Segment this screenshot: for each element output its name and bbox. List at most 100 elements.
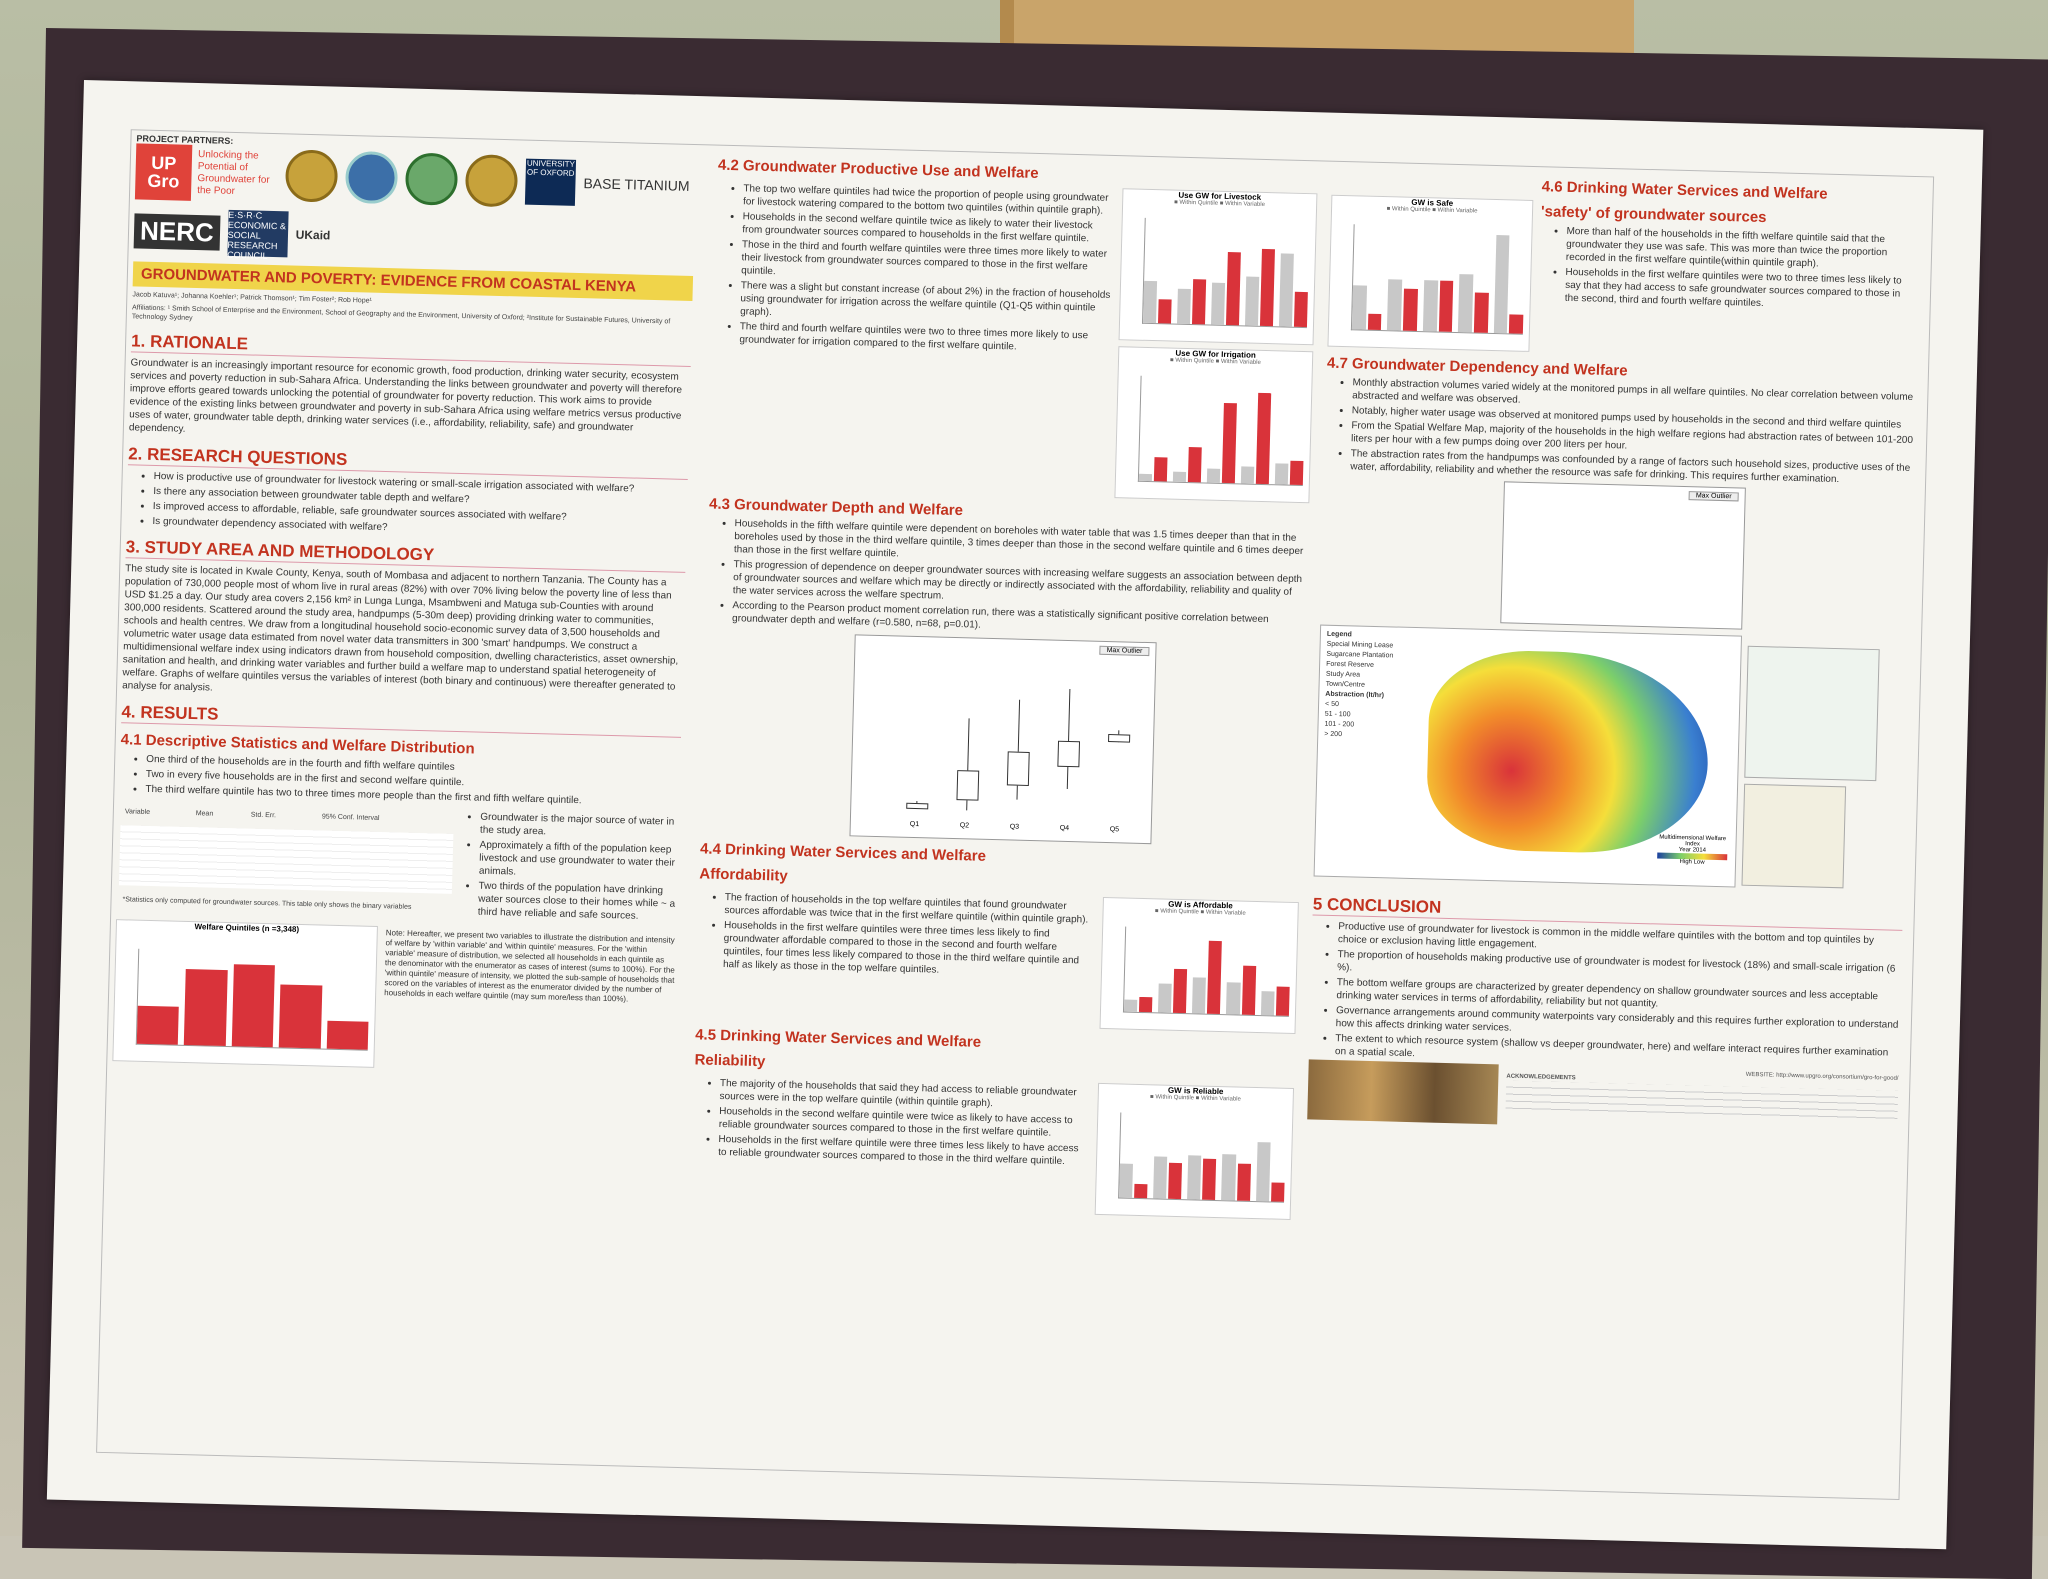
bar-group (1210, 220, 1242, 326)
list-item: Groundwater is the major source of water… (480, 811, 679, 842)
max-outlier-legend: Max Outlier (1688, 491, 1739, 502)
bar-group (1278, 221, 1310, 328)
bar-group (1458, 227, 1490, 333)
section-42-charts: Use GW for Livestock ■ Within Quintile ■… (1114, 188, 1318, 504)
bar (1153, 456, 1168, 482)
bar (1225, 251, 1241, 326)
boxplot-box (956, 770, 980, 801)
bar (1259, 248, 1275, 327)
affordable-chart: GW is Affordable ■ Within Quintile ■ Wit… (1099, 896, 1299, 1035)
welfare-map-panel: Legend Special Mining Lease Sugarcane Pl… (1313, 624, 1910, 900)
section-43-list: Households in the fifth welfare quintile… (706, 517, 1309, 641)
bar-group (1387, 225, 1419, 331)
list-item: Two thirds of the population have drinki… (478, 880, 677, 924)
chart-bars (1122, 926, 1292, 1017)
bar (1387, 278, 1403, 331)
bar (1240, 465, 1255, 484)
list-item: Approximately a fifth of the population … (479, 839, 678, 883)
bar (1275, 986, 1290, 1016)
bar-group (1157, 927, 1189, 1014)
boxplot-box (1057, 740, 1081, 768)
map-color-ramp (1657, 852, 1728, 861)
bar-group (1274, 379, 1306, 486)
bar-group (1172, 377, 1204, 483)
safe-chart: GW is Safe ■ Within Quintile ■ Within Va… (1327, 194, 1534, 352)
stats-row: Variable Mean Std. Err. 95% Conf. Interv… (116, 797, 679, 928)
bar (1351, 284, 1367, 330)
bar (1422, 279, 1438, 332)
bar-group (1221, 1115, 1252, 1201)
bar (1241, 966, 1256, 1015)
bar (1138, 473, 1152, 482)
acknowledgements: WEBSITE: http://www.upgro.org/consortium… (1505, 1065, 1899, 1123)
poster-column-middle: 4.2 Groundwater Productive Use and Welfa… (691, 149, 1318, 1220)
bar (1221, 1154, 1236, 1201)
bar (278, 984, 323, 1049)
bar (1152, 1155, 1168, 1199)
oxford-logo: UNIVERSITY OF OXFORD (524, 158, 577, 206)
boxplot-category-label: Q1 (909, 820, 920, 829)
kenya-inset-map (1741, 783, 1847, 889)
bar (1142, 280, 1157, 324)
bar-group (1255, 1116, 1287, 1202)
abstraction-boxplot: Max Outlier (1500, 481, 1746, 630)
boxplot-box (906, 802, 929, 810)
bar (1255, 1141, 1271, 1202)
bar (1226, 982, 1241, 1015)
bar-group (231, 951, 276, 1048)
bar-group (1192, 928, 1223, 1015)
bar (1270, 1182, 1285, 1202)
bar-group (1138, 376, 1170, 482)
kenya-crest-icon (284, 149, 339, 203)
reliable-chart: GW is Reliable ■ Within Quintile ■ Withi… (1094, 1082, 1295, 1220)
bar (1473, 292, 1489, 333)
upgro-logo: UP Gro Unlocking the Potential of Ground… (134, 143, 278, 203)
bar (1274, 463, 1289, 485)
bar-group (1422, 226, 1455, 332)
abstraction-item: > 200 (1324, 730, 1343, 739)
livestock-chart: Use GW for Livestock ■ Within Quintile ■… (1118, 188, 1318, 346)
map-legend: Legend Special Mining Lease Sugarcane Pl… (1324, 630, 1417, 742)
section-46-title: 4.6 Drinking Water Services and Welfare (1541, 178, 1828, 203)
bar (1172, 471, 1187, 482)
bar-group (1152, 1113, 1184, 1200)
groundwater-depth-boxplot: Max Outlier Q1 Q2 Q3 Q4 Q5 (849, 634, 1157, 845)
bar-group (1142, 218, 1174, 324)
section-46-text: 4.6 Drinking Water Services and Welfare … (1537, 170, 1912, 362)
section-methodology-text: The study site is located in Kwale Count… (122, 563, 679, 694)
stats-side-list: Groundwater is the major source of water… (462, 808, 679, 926)
section-45-list: The majority of the households that said… (691, 1074, 1090, 1212)
bar (1260, 990, 1275, 1016)
field-photo (1307, 1059, 1499, 1125)
bar-group (1206, 378, 1238, 484)
list-item: More than half of the households in the … (1566, 225, 1911, 273)
bar-group (1176, 219, 1208, 325)
section-42-row: The top two welfare quintiles had twice … (710, 178, 1318, 504)
water-authority-seal-icon (344, 150, 399, 205)
bar-group (278, 952, 323, 1049)
bar-group (326, 954, 370, 1050)
bar-group (1493, 228, 1525, 334)
section-46-list: More than half of the households in the … (1539, 224, 1911, 314)
bar (1207, 940, 1223, 1015)
bar-group (1260, 930, 1292, 1016)
section-44-list: The fraction of households in the top we… (696, 888, 1095, 1026)
county-seal-icon (464, 154, 519, 208)
bar (1138, 997, 1153, 1013)
section-42-list: The top two welfare quintiles had twice … (710, 180, 1115, 496)
boxplot-category-label: Q5 (1109, 826, 1120, 834)
section-45-row: The majority of the households that said… (691, 1072, 1295, 1220)
bar (184, 968, 228, 1047)
bar (1255, 392, 1272, 485)
boxplot-box (1006, 751, 1030, 786)
poster-column-right: GW is Safe ■ Within Quintile ■ Within Va… (1307, 165, 1922, 1135)
note-text: Note: Hereafter, we present two variable… (384, 928, 675, 1004)
bar-group (1240, 378, 1272, 485)
bar (1438, 280, 1454, 332)
section-47-list: Monthly abstraction volumes varied widel… (1324, 376, 1916, 488)
rural-focus-logo-icon (404, 152, 459, 206)
boxplot-category-label: Q2 (959, 822, 970, 830)
boxplot-box (1108, 734, 1131, 743)
descriptive-stats-table: Variable Mean Std. Err. 95% Conf. Interv… (116, 797, 456, 922)
bar (1123, 999, 1137, 1012)
